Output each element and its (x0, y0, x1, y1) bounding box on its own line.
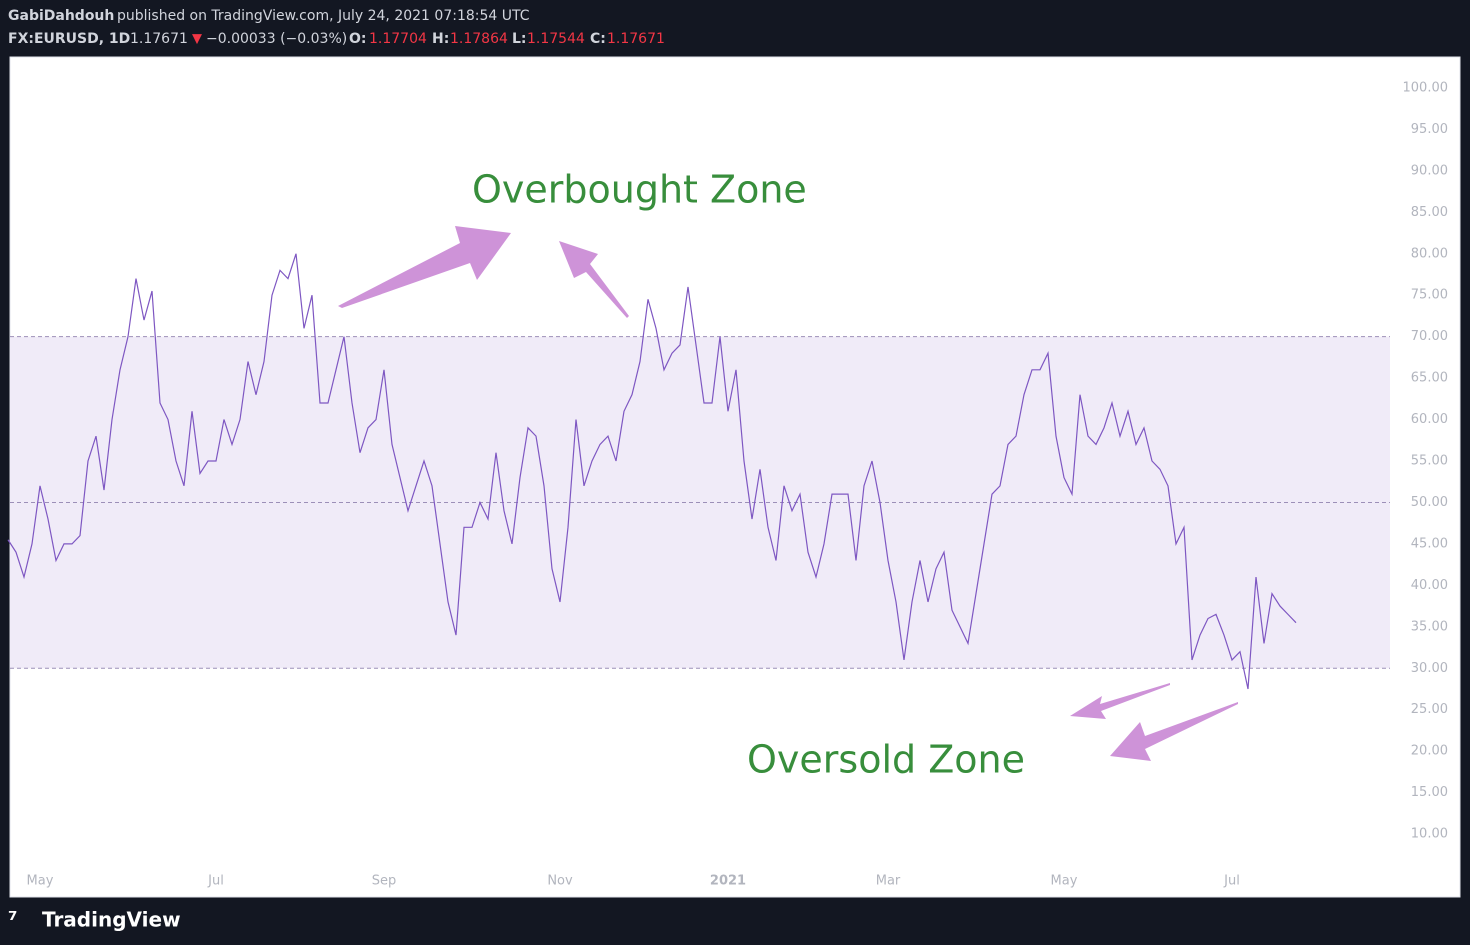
y-tick-label: 30.00 (1411, 661, 1448, 676)
high: 1.17864 (450, 31, 508, 47)
low: 1.17544 (527, 31, 585, 47)
x-tick-label: Mar (876, 874, 901, 889)
y-tick-label: 55.00 (1411, 454, 1448, 469)
arrow (338, 226, 511, 308)
x-tick-label: 2021 (710, 874, 746, 889)
y-tick-label: 100.00 (1403, 80, 1449, 95)
x-tick-label: Jul (1223, 874, 1240, 889)
y-tick-label: 10.00 (1411, 827, 1448, 842)
arrow (1070, 683, 1170, 719)
y-tick-label: 70.00 (1411, 329, 1448, 344)
publisher: GabiDahdouh (8, 8, 114, 24)
low-label: L: (512, 31, 527, 47)
y-tick-label: 20.00 (1411, 744, 1448, 759)
y-tick-label: 35.00 (1411, 619, 1448, 634)
y-tick-label: 75.00 (1411, 288, 1448, 303)
arrow (1110, 702, 1238, 761)
arrow (559, 241, 629, 318)
x-tick-label: Nov (547, 874, 573, 889)
high-label: H: (432, 31, 449, 47)
open-label: O: (349, 31, 367, 47)
close-label: C: (590, 31, 606, 47)
y-tick-label: 45.00 (1411, 536, 1448, 551)
y-tick-label: 95.00 (1411, 122, 1448, 137)
y-tick-label: 40.00 (1411, 578, 1448, 593)
x-tick-label: Sep (372, 874, 397, 889)
plot: 10.00 15.00 20.00 25.00 30.00 35.00 40.00 45.00… (7, 80, 1449, 889)
brand: TradingView (42, 908, 181, 932)
last: 1.17671 (130, 31, 188, 47)
close: 1.17671 (607, 31, 665, 47)
open: 1.17704 (369, 31, 427, 47)
y-tick-label: 25.00 (1411, 702, 1448, 717)
change: −0.00033 (−0.03%) (206, 31, 347, 47)
direction: ▼ (192, 32, 202, 47)
logo-mark: ⁷ (8, 908, 18, 933)
annotation: Overbought Zone (472, 168, 807, 212)
y-tick-label: 50.00 (1411, 495, 1448, 510)
x-tick-label: May (27, 874, 54, 889)
y-tick-label: 85.00 (1411, 205, 1448, 220)
y-tick-label: 60.00 (1411, 412, 1448, 427)
annotation: Oversold Zone (747, 738, 1025, 782)
x-tick-label: Jul (207, 874, 224, 889)
y-tick-label: 80.00 (1411, 246, 1448, 261)
y-tick-label: 90.00 (1411, 163, 1448, 178)
x-tick-label: May (1051, 874, 1078, 889)
y-tick-label: 65.00 (1411, 371, 1448, 386)
line (7, 253, 1297, 690)
published: published on TradingView.com, July 24, 2… (117, 8, 530, 24)
y-tick-label: 15.00 (1411, 785, 1448, 800)
symbol: FX:EURUSD, 1D (8, 31, 130, 47)
